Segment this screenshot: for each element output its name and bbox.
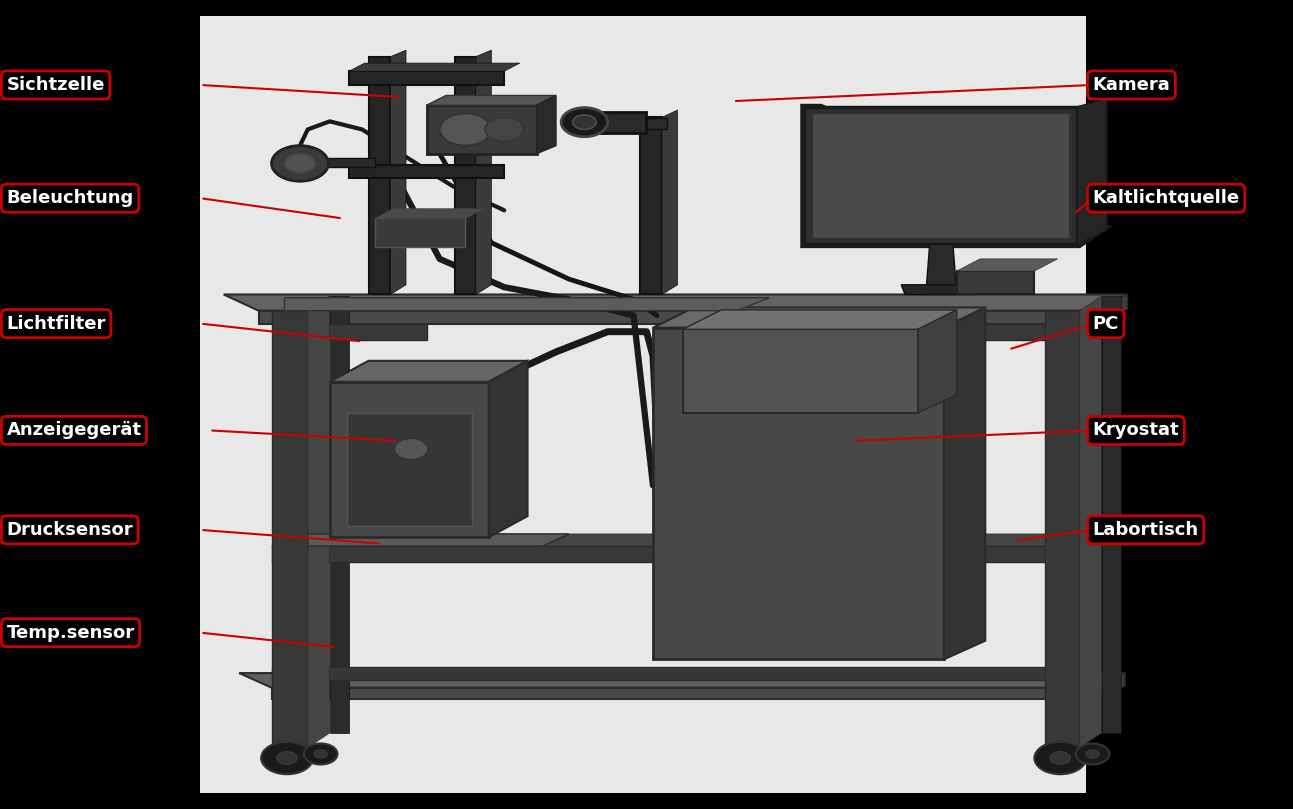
- Polygon shape: [683, 329, 918, 413]
- Circle shape: [272, 146, 328, 181]
- Polygon shape: [427, 95, 556, 105]
- Polygon shape: [375, 209, 484, 218]
- Polygon shape: [272, 546, 1080, 562]
- Polygon shape: [653, 307, 985, 328]
- Polygon shape: [272, 534, 1106, 546]
- Polygon shape: [310, 158, 375, 167]
- Circle shape: [304, 743, 337, 765]
- Polygon shape: [588, 112, 646, 133]
- Polygon shape: [330, 382, 489, 537]
- Polygon shape: [918, 310, 957, 413]
- Polygon shape: [640, 117, 662, 294]
- Circle shape: [561, 108, 608, 137]
- Text: Kaltlichtquelle: Kaltlichtquelle: [1093, 189, 1240, 207]
- Polygon shape: [683, 310, 957, 329]
- Polygon shape: [957, 271, 1034, 294]
- Polygon shape: [662, 110, 678, 294]
- Text: PC: PC: [1093, 315, 1118, 332]
- Polygon shape: [489, 361, 528, 537]
- FancyBboxPatch shape: [200, 16, 1086, 793]
- Polygon shape: [224, 294, 1127, 311]
- Text: Labortisch: Labortisch: [1093, 521, 1199, 539]
- Circle shape: [485, 117, 524, 142]
- Polygon shape: [427, 105, 537, 154]
- Circle shape: [1076, 743, 1109, 765]
- Polygon shape: [926, 244, 957, 294]
- Circle shape: [440, 113, 491, 146]
- Polygon shape: [390, 50, 406, 294]
- Polygon shape: [272, 688, 1093, 699]
- Polygon shape: [330, 296, 349, 733]
- Polygon shape: [308, 534, 569, 546]
- Polygon shape: [1045, 311, 1080, 751]
- Text: Drucksensor: Drucksensor: [6, 521, 133, 539]
- Polygon shape: [308, 296, 330, 748]
- Text: Sichtzelle: Sichtzelle: [6, 76, 105, 94]
- Polygon shape: [901, 285, 980, 294]
- Text: Beleuchtung: Beleuchtung: [6, 189, 133, 207]
- Polygon shape: [1093, 673, 1125, 699]
- Text: Kamera: Kamera: [1093, 76, 1170, 94]
- Polygon shape: [1077, 99, 1107, 244]
- Polygon shape: [347, 413, 472, 526]
- Polygon shape: [272, 311, 308, 751]
- Polygon shape: [653, 328, 944, 659]
- Circle shape: [394, 438, 428, 460]
- Polygon shape: [308, 324, 427, 340]
- Polygon shape: [349, 165, 504, 178]
- Polygon shape: [349, 63, 520, 71]
- Polygon shape: [369, 57, 390, 294]
- Polygon shape: [1080, 296, 1102, 748]
- Text: Temp.sensor: Temp.sensor: [6, 624, 134, 642]
- Circle shape: [277, 752, 297, 765]
- Polygon shape: [455, 57, 476, 294]
- Text: Lichtfilter: Lichtfilter: [6, 315, 106, 332]
- Polygon shape: [802, 105, 1109, 247]
- Circle shape: [1050, 752, 1071, 765]
- Polygon shape: [476, 50, 491, 294]
- Polygon shape: [944, 307, 985, 659]
- Text: Anzeigegerät: Anzeigegerät: [6, 421, 141, 439]
- Polygon shape: [330, 361, 528, 382]
- Polygon shape: [272, 667, 1093, 680]
- Polygon shape: [905, 324, 1045, 340]
- Polygon shape: [375, 218, 465, 247]
- Polygon shape: [239, 673, 1125, 688]
- Circle shape: [1034, 742, 1086, 774]
- Polygon shape: [804, 107, 1077, 244]
- Circle shape: [261, 742, 313, 774]
- Polygon shape: [957, 259, 1058, 271]
- Circle shape: [284, 154, 315, 173]
- Polygon shape: [1102, 296, 1121, 733]
- Circle shape: [1086, 750, 1099, 758]
- Polygon shape: [592, 118, 667, 129]
- Circle shape: [573, 115, 596, 129]
- Polygon shape: [537, 95, 556, 154]
- Circle shape: [314, 750, 327, 758]
- Text: Kryostat: Kryostat: [1093, 421, 1179, 439]
- Polygon shape: [284, 298, 769, 311]
- Polygon shape: [349, 71, 504, 85]
- Polygon shape: [259, 311, 1093, 324]
- Polygon shape: [812, 113, 1069, 238]
- Polygon shape: [1093, 294, 1127, 324]
